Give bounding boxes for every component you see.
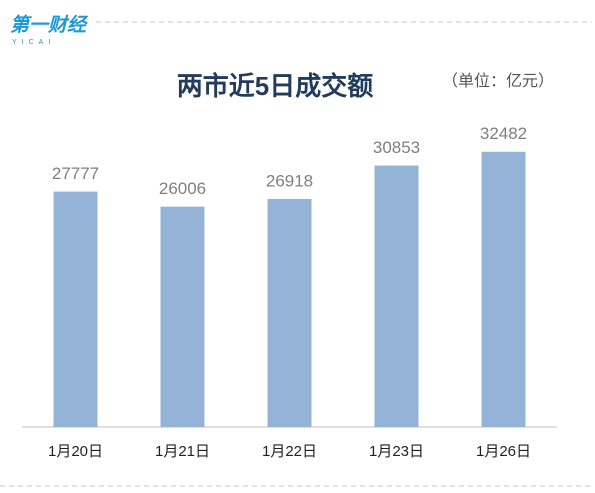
value-label: 30853	[373, 138, 420, 157]
value-label: 26006	[159, 179, 206, 198]
bar	[267, 198, 312, 427]
value-label: 27777	[52, 164, 99, 183]
chart-title: 两市近5日成交额	[177, 71, 373, 101]
unit-label: （单位：亿元）	[442, 72, 554, 90]
bar	[160, 206, 205, 427]
logo: 第一财经	[10, 14, 89, 36]
x-tick-label: 1月22日	[262, 443, 317, 460]
x-tick-label: 1月21日	[155, 443, 210, 460]
bar	[481, 151, 526, 427]
x-tick-label: 1月23日	[369, 443, 424, 460]
bar	[53, 191, 98, 427]
logo-sub: YICAI	[12, 39, 55, 46]
value-label: 26918	[266, 171, 313, 190]
bar	[374, 165, 419, 428]
x-tick-label: 1月26日	[476, 443, 531, 460]
x-tick-label: 1月20日	[48, 443, 103, 460]
value-label: 32482	[480, 124, 527, 143]
